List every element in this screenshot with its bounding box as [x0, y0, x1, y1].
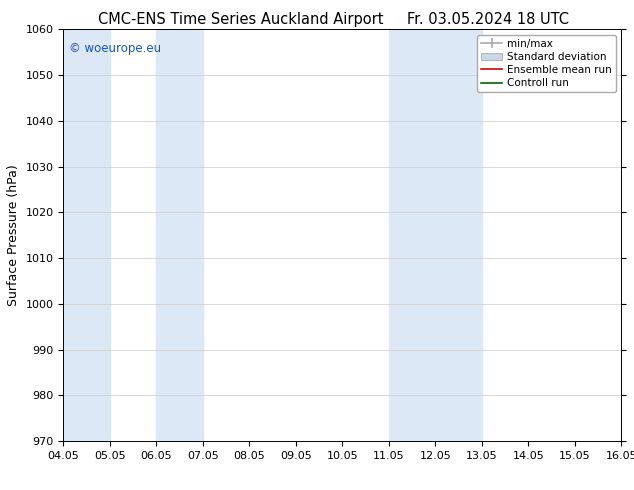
Bar: [157, 29, 203, 441]
Y-axis label: Surface Pressure (hPa): Surface Pressure (hPa): [7, 164, 20, 306]
Text: CMC-ENS Time Series Auckland Airport: CMC-ENS Time Series Auckland Airport: [98, 12, 384, 27]
Bar: [621, 29, 634, 441]
Text: © woeurope.eu: © woeurope.eu: [69, 42, 161, 55]
Bar: [63, 29, 110, 441]
Legend: min/max, Standard deviation, Ensemble mean run, Controll run: min/max, Standard deviation, Ensemble me…: [477, 35, 616, 92]
Bar: [436, 29, 482, 441]
Text: Fr. 03.05.2024 18 UTC: Fr. 03.05.2024 18 UTC: [407, 12, 569, 27]
Bar: [389, 29, 436, 441]
